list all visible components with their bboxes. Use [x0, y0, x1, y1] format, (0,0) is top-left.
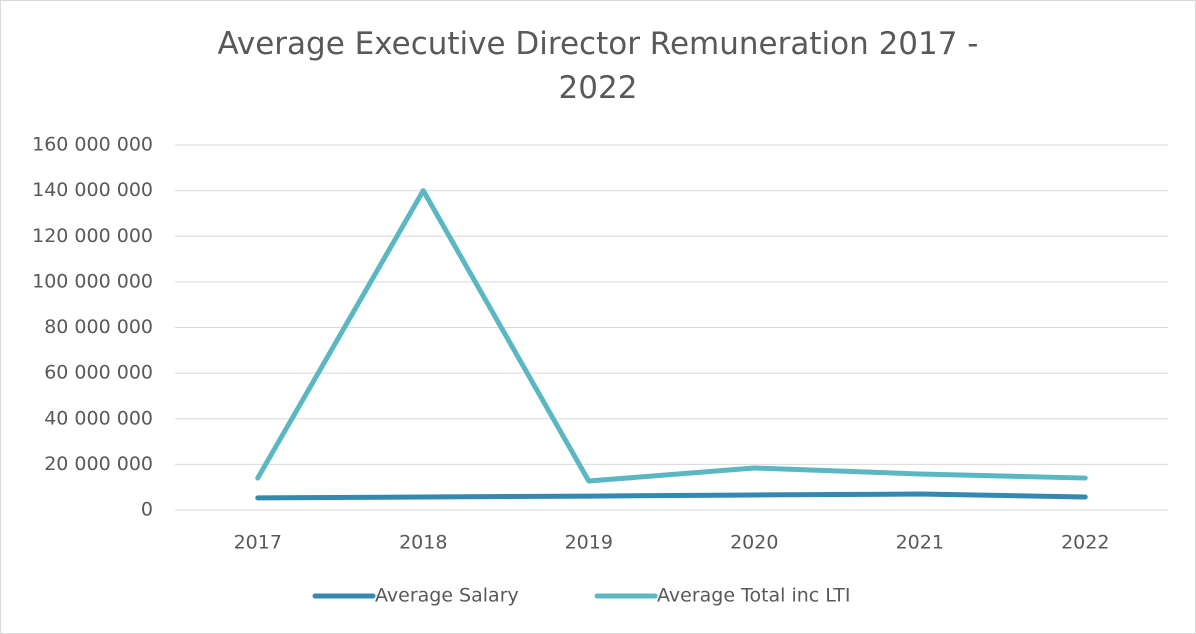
x-tick-label: 2018	[399, 532, 447, 554]
chart-title: Average Executive Director Remuneration …	[217, 26, 979, 106]
x-tick-label: 2020	[730, 532, 778, 554]
legend-label: Average Salary	[375, 585, 519, 607]
y-tick-label: 20 000 000	[44, 453, 153, 475]
x-tick-label: 2017	[234, 532, 282, 554]
y-tick-label: 60 000 000	[44, 362, 153, 384]
data-line	[255, 491, 1088, 501]
x-tick-label: 2022	[1061, 532, 1109, 554]
data-line	[255, 188, 1088, 484]
y-tick-label: 100 000 000	[32, 270, 153, 292]
y-tick-label: 160 000 000	[32, 134, 153, 156]
y-tick-label: 80 000 000	[44, 316, 153, 338]
legend-label: Average Total inc LTI	[657, 585, 850, 607]
x-tick-label: 2019	[565, 532, 613, 554]
y-tick-label: 120 000 000	[32, 225, 153, 247]
y-tick-label: 40 000 000	[44, 407, 153, 429]
y-tick-label: 0	[141, 499, 153, 521]
y-tick-label: 140 000 000	[32, 179, 153, 201]
x-tick-label: 2021	[896, 532, 944, 554]
